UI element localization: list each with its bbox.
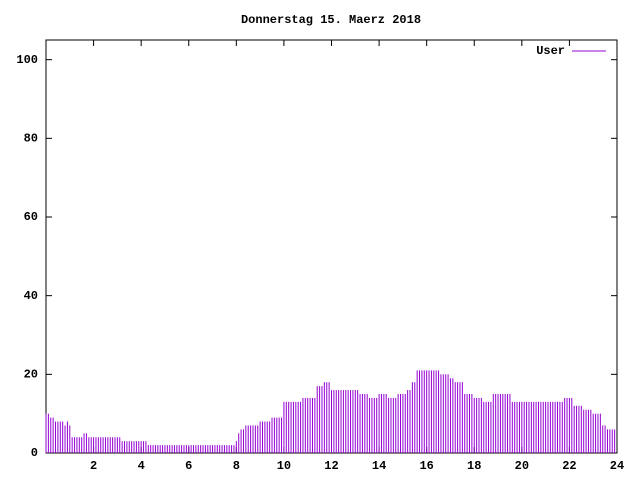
x-tick-label: 16	[419, 459, 433, 473]
x-tick-label: 22	[562, 459, 576, 473]
y-tick-label: 0	[31, 446, 38, 460]
x-tick-label: 12	[324, 459, 338, 473]
y-tick-label: 40	[24, 289, 38, 303]
chart-title: Donnerstag 15. Maerz 2018	[241, 13, 421, 27]
y-tick-label: 60	[24, 210, 38, 224]
x-tick-label: 10	[277, 459, 291, 473]
y-tick-label: 20	[24, 368, 38, 382]
y-tick-label: 80	[24, 132, 38, 146]
x-tick-label: 8	[233, 459, 240, 473]
x-tick-label: 2	[90, 459, 97, 473]
x-tick-label: 4	[138, 459, 145, 473]
legend-label: User	[536, 44, 565, 58]
x-tick-label: 14	[372, 459, 386, 473]
y-tick-label: 100	[16, 53, 38, 67]
x-tick-label: 24	[610, 459, 624, 473]
x-tick-label: 18	[467, 459, 481, 473]
x-tick-label: 20	[515, 459, 529, 473]
x-tick-label: 6	[185, 459, 192, 473]
